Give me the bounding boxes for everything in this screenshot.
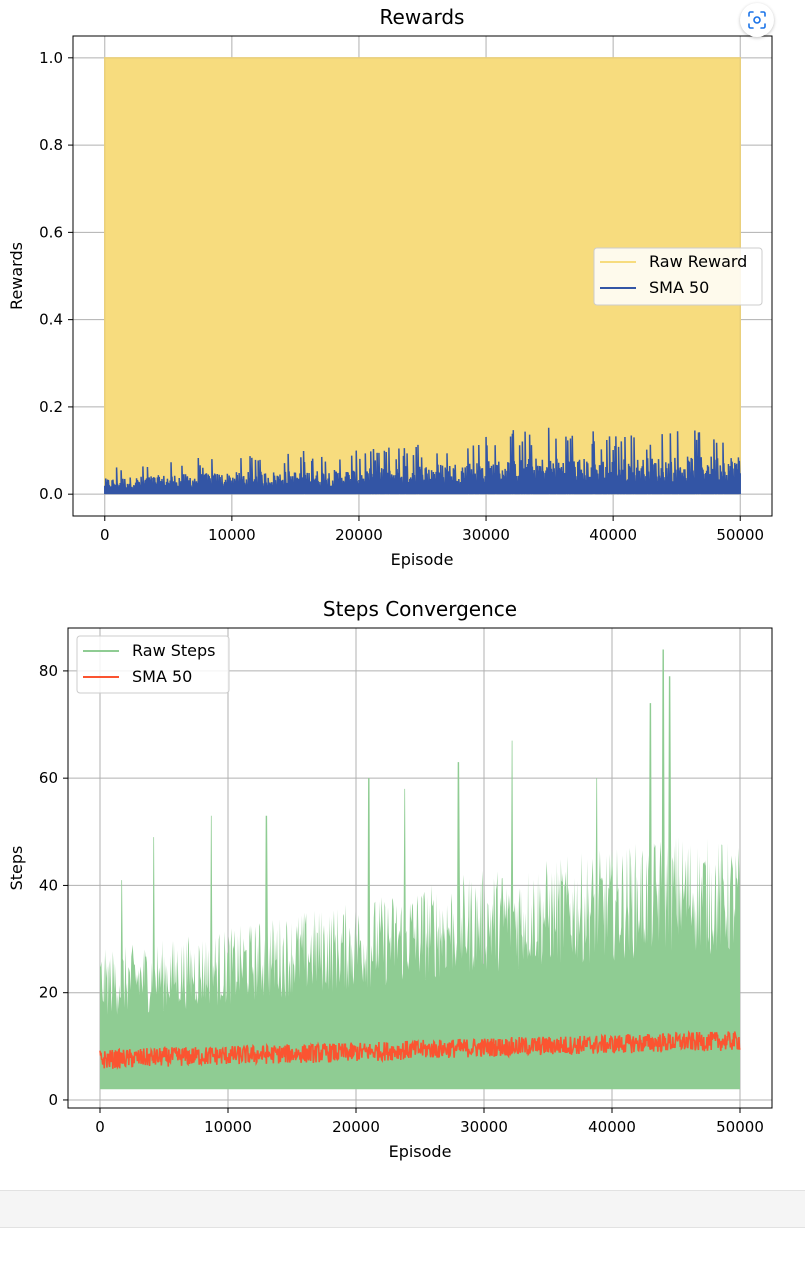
x-tick-label: 20000: [335, 526, 383, 544]
rewards-y-ticks: 0.0 0.2 0.4 0.6 0.8 1.0: [39, 49, 73, 503]
rewards-y-label: Rewards: [7, 242, 26, 310]
x-tick-label: 0: [100, 526, 110, 544]
steps-sma-line: [99, 1030, 741, 1070]
legend-label-sma-50: SMA 50: [132, 667, 192, 686]
y-tick-label: 0.4: [39, 311, 63, 329]
rewards-title: Rewards: [380, 5, 465, 29]
rewards-x-label: Episode: [391, 550, 454, 569]
y-tick-label: 60: [39, 769, 58, 787]
steps-y-ticks: 0 20 40 60 80: [39, 662, 68, 1109]
x-tick-label: 30000: [460, 1118, 508, 1136]
legend-label-raw-reward: Raw Reward: [649, 252, 747, 271]
steps-x-label: Episode: [389, 1142, 452, 1161]
steps-y-label: Steps: [7, 846, 26, 891]
x-tick-label: 40000: [589, 526, 637, 544]
charts-figure: 0 10000 20000 30000 40000 50000 0.00.20.40.60…: [7, 5, 773, 1161]
x-tick-label: 0: [95, 1118, 105, 1136]
legend-label-sma-50: SMA 50: [649, 278, 709, 297]
legend-label-raw-steps: Raw Steps: [132, 641, 216, 660]
y-tick-label: 0.2: [39, 398, 63, 416]
steps-axes-frame: [67, 627, 773, 1109]
x-tick-label: 50000: [716, 1118, 764, 1136]
y-tick-label: 0.8: [39, 136, 63, 154]
y-tick-label: 0.0: [39, 485, 63, 503]
rewards-legend: Raw Reward SMA 50: [593, 247, 763, 306]
steps-title: Steps Convergence: [323, 597, 517, 621]
y-tick-label: 40: [39, 876, 58, 894]
x-tick-label: 10000: [208, 526, 256, 544]
x-tick-label: 50000: [716, 526, 764, 544]
raw-steps-area: [100, 649, 740, 1090]
steps-legend: Raw Steps SMA 50: [76, 635, 230, 694]
footer-bar: [0, 1190, 805, 1228]
steps-x-ticks: 0 10000 20000 30000 40000 50000: [95, 1108, 764, 1136]
x-tick-label: 40000: [588, 1118, 636, 1136]
rewards-chart: 0 10000 20000 30000 40000 50000 0.00.20.40.60…: [7, 5, 773, 569]
y-tick-label: 0: [48, 1091, 58, 1109]
screenshot-scan-icon: [748, 11, 766, 29]
rewards-sma-line: [104, 427, 741, 495]
y-tick-label: 0.6: [39, 223, 63, 241]
rewards-axes-frame: [72, 35, 773, 517]
x-tick-label: 30000: [462, 526, 510, 544]
expand-image-button[interactable]: [740, 3, 774, 37]
x-tick-label: 20000: [332, 1118, 380, 1136]
y-tick-label: 20: [39, 984, 58, 1002]
y-tick-label: 1.0: [39, 49, 63, 67]
rewards-x-ticks: 0 10000 20000 30000 40000 50000: [100, 516, 764, 544]
steps-chart: 0 10000 20000 30000 40000 50000 0 20 40 60 80 Ste…: [7, 597, 773, 1161]
x-tick-label: 10000: [204, 1118, 252, 1136]
y-tick-label: 80: [39, 662, 58, 680]
